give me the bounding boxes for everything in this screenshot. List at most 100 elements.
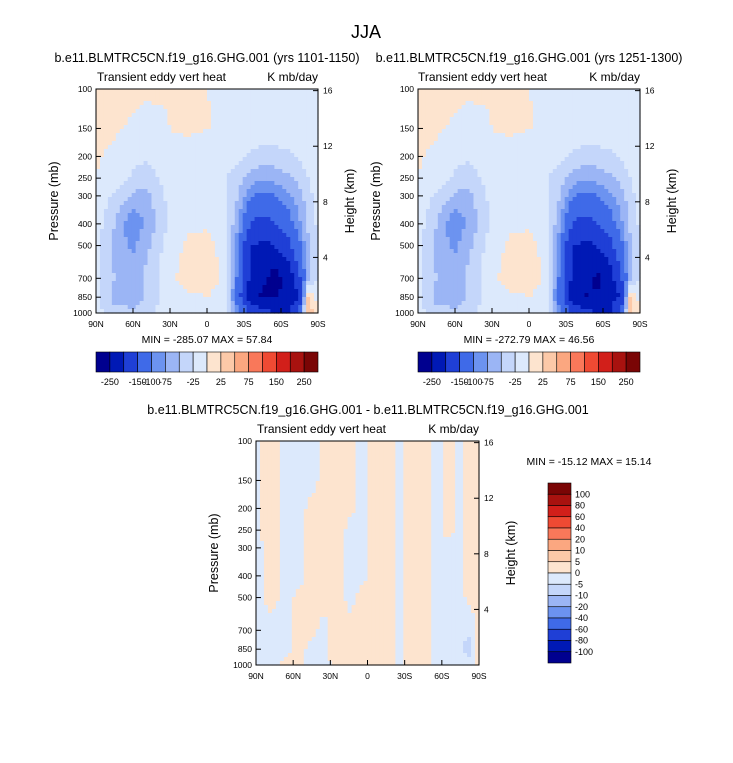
contour-cell xyxy=(446,89,451,94)
contour-cell xyxy=(509,121,514,126)
contour-cell xyxy=(604,209,609,214)
contour-cell xyxy=(235,133,240,138)
contour-cell xyxy=(298,301,303,306)
contour-cell xyxy=(100,157,105,162)
contour-cell xyxy=(223,189,228,194)
contour-cell xyxy=(116,221,121,226)
contour-cell xyxy=(608,121,613,126)
contour-cell xyxy=(434,121,439,126)
contour-cell xyxy=(183,277,188,282)
contour-cell xyxy=(259,137,264,142)
contour-cell xyxy=(231,241,236,246)
contour-cell xyxy=(505,213,510,218)
contour-cell xyxy=(175,205,180,210)
contour-cell xyxy=(577,133,582,138)
contour-cell xyxy=(298,217,303,222)
contour-cell xyxy=(477,93,482,98)
contour-cell xyxy=(116,185,121,190)
contour-cell xyxy=(191,97,196,102)
contour-cell xyxy=(616,129,621,134)
contour-cell xyxy=(155,233,160,238)
contour-cell xyxy=(116,229,121,234)
contour-cell xyxy=(255,97,260,102)
contour-cell xyxy=(474,125,479,130)
contour-cell xyxy=(179,205,184,210)
contour-cell xyxy=(251,173,256,178)
contour-cell xyxy=(203,281,208,286)
contour-cell xyxy=(270,153,275,158)
contour-cell xyxy=(298,189,303,194)
contour-cell xyxy=(628,173,633,178)
contour-cell xyxy=(136,165,141,170)
contour-cell xyxy=(438,89,443,94)
contour-cell xyxy=(243,249,248,254)
contour-cell xyxy=(163,149,168,154)
contour-cell xyxy=(227,189,232,194)
contour-cell xyxy=(243,197,248,202)
contour-cell xyxy=(136,225,141,230)
contour-cell xyxy=(163,93,168,98)
contour-cell xyxy=(263,261,268,266)
contour-cell xyxy=(128,89,133,94)
contour-cell xyxy=(549,121,554,126)
contour-cell xyxy=(489,157,494,162)
contour-cell xyxy=(171,293,176,298)
contour-cell xyxy=(199,261,204,266)
contour-cell xyxy=(132,301,137,306)
contour-cell xyxy=(179,177,184,182)
contour-cell xyxy=(282,205,287,210)
contour-cell xyxy=(112,153,117,158)
contour-cell xyxy=(112,201,117,206)
contour-cell xyxy=(136,289,141,294)
contour-cell xyxy=(533,201,538,206)
contour-cell xyxy=(624,189,629,194)
contour-cell xyxy=(199,189,204,194)
contour-cell xyxy=(100,189,105,194)
contour-cell xyxy=(298,117,303,122)
contour-cell xyxy=(529,137,534,142)
contour-cell xyxy=(183,89,188,94)
contour-cell xyxy=(608,201,613,206)
contour-cell xyxy=(231,237,236,242)
contour-cell xyxy=(223,117,228,122)
contour-cell xyxy=(458,169,463,174)
contour-cell xyxy=(215,133,220,138)
contour-cell xyxy=(600,117,605,122)
contour-cell xyxy=(608,141,613,146)
contour-cell xyxy=(263,249,268,254)
contour-cell xyxy=(266,181,271,186)
contour-cell xyxy=(310,97,315,102)
contour-cell xyxy=(144,253,149,258)
contour-cell xyxy=(132,285,137,290)
contour-cell xyxy=(290,153,295,158)
contour-cell xyxy=(517,189,522,194)
contour-cell xyxy=(426,145,431,150)
contour-cell xyxy=(171,149,176,154)
contour-cell xyxy=(553,133,558,138)
contour-cell xyxy=(159,237,164,242)
contour-cell xyxy=(199,265,204,270)
contour-cell xyxy=(100,117,105,122)
contour-cell xyxy=(132,185,137,190)
contour-cell xyxy=(454,149,459,154)
contour-cell xyxy=(163,101,168,106)
contour-cell xyxy=(266,141,271,146)
contour-cell xyxy=(116,113,121,118)
contour-cell xyxy=(243,245,248,250)
contour-cell xyxy=(604,177,609,182)
contour-cell xyxy=(573,145,578,150)
contour-cell xyxy=(155,137,160,142)
contour-cell xyxy=(163,261,168,266)
contour-cell xyxy=(167,109,172,114)
contour-cell xyxy=(592,181,597,186)
contour-cell xyxy=(430,181,435,186)
contour-cell xyxy=(565,129,570,134)
contour-cell xyxy=(266,281,271,286)
contour-cell xyxy=(199,173,204,178)
contour-cell xyxy=(259,213,264,218)
contour-cell xyxy=(263,141,268,146)
contour-cell xyxy=(592,89,597,94)
contour-cell xyxy=(140,121,145,126)
contour-cell xyxy=(116,197,121,202)
contour-cell xyxy=(108,185,113,190)
